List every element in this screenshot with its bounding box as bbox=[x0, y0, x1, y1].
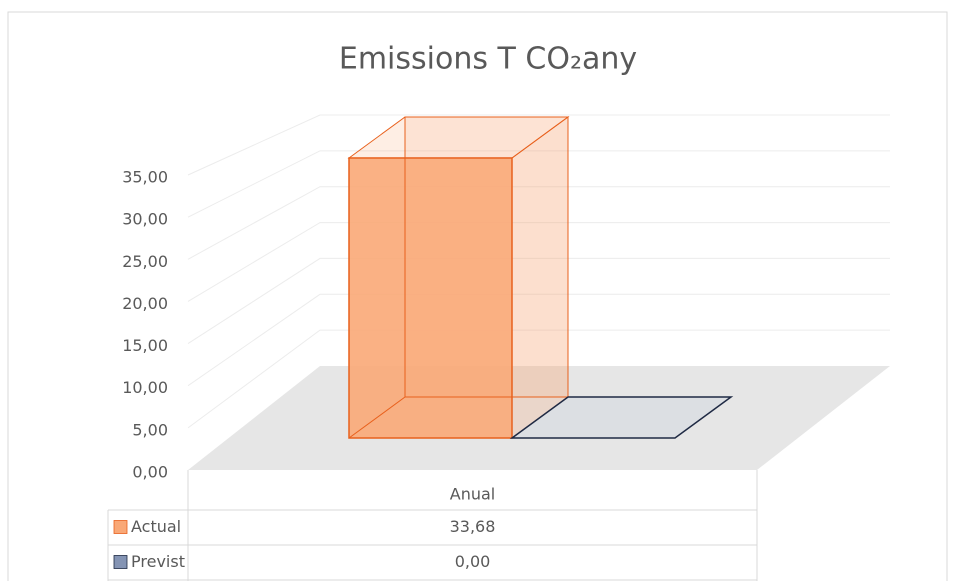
y-tick-label: 20,00 bbox=[122, 294, 168, 313]
y-tick-label: 10,00 bbox=[122, 378, 168, 397]
category-label: Anual bbox=[450, 485, 495, 504]
legend-label: Actual bbox=[131, 517, 181, 536]
y-tick-label: 35,00 bbox=[122, 168, 168, 187]
bar-front bbox=[348, 157, 513, 439]
legend-swatch bbox=[113, 555, 128, 569]
legend-swatch bbox=[113, 520, 128, 534]
data-table: Anual Actual 33,68 Previst 0,00 bbox=[107, 470, 758, 581]
value-label: 0,00 bbox=[455, 552, 491, 571]
grid-line bbox=[187, 186, 890, 260]
grid-line bbox=[187, 329, 890, 429]
value-label: 33,68 bbox=[450, 517, 496, 536]
legend-label: Previst bbox=[131, 552, 185, 571]
y-tick-label: 5,00 bbox=[132, 420, 168, 439]
chart-border bbox=[7, 11, 948, 585]
y-tick-label: 25,00 bbox=[122, 252, 168, 271]
grid: 0,00 5,00 10,00 15,00 20,00 25,00 30,00 35,00 bbox=[122, 114, 890, 482]
bar bbox=[509, 396, 734, 439]
grid-line bbox=[187, 293, 890, 387]
y-tick-label: 15,00 bbox=[122, 336, 168, 355]
bar-side bbox=[511, 115, 569, 439]
bar-edge bbox=[348, 396, 406, 439]
bar-top bbox=[509, 396, 734, 439]
grid-line bbox=[187, 150, 890, 218]
grid-line bbox=[187, 114, 890, 176]
chart-title: Emissions T CO₂any bbox=[339, 42, 637, 77]
marks bbox=[347, 115, 734, 439]
grid-line bbox=[187, 257, 890, 344]
y-tick-label: 30,00 bbox=[122, 210, 168, 229]
grid-line bbox=[187, 222, 890, 302]
bar bbox=[347, 115, 570, 439]
y-tick-label: 0,00 bbox=[132, 463, 168, 482]
